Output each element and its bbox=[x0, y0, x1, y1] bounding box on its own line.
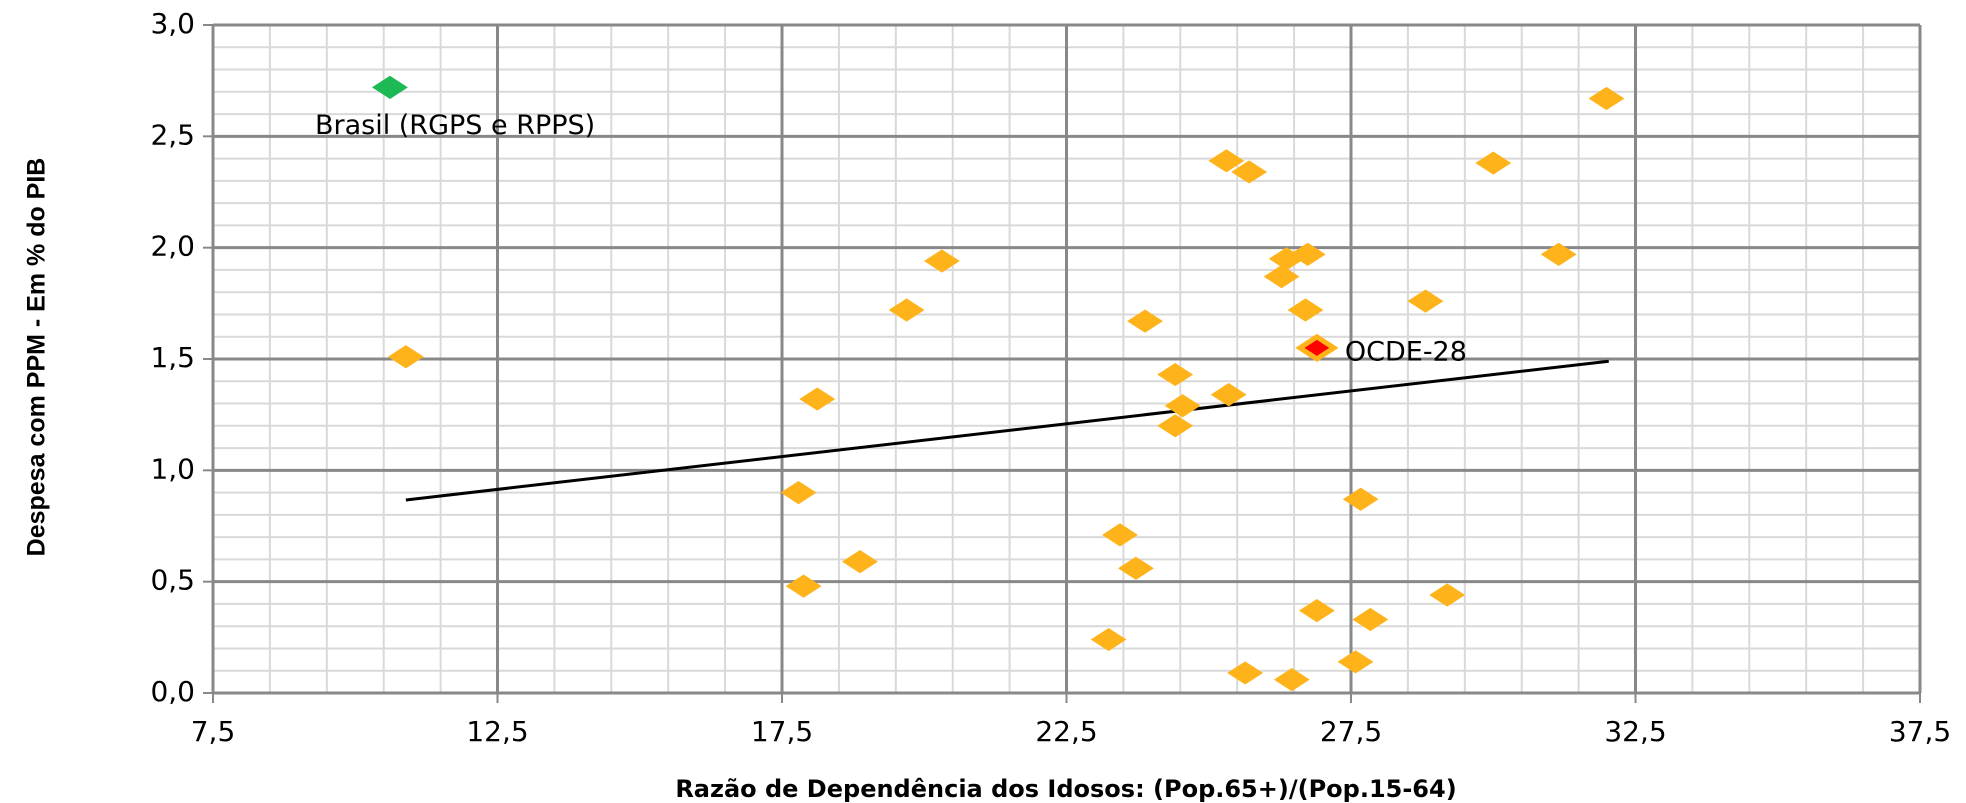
x-tick-label: 12,5 bbox=[466, 715, 528, 748]
y-tick-label: 3,0 bbox=[150, 7, 195, 40]
y-tick-label: 2,0 bbox=[150, 230, 195, 263]
y-tick-label: 2,5 bbox=[150, 118, 195, 151]
point bbox=[1475, 151, 1512, 175]
x-tick-label: 37,5 bbox=[1889, 715, 1951, 748]
point bbox=[1287, 298, 1324, 322]
y-tick-label: 0,0 bbox=[150, 675, 195, 708]
point bbox=[1295, 333, 1339, 362]
point bbox=[1273, 668, 1310, 692]
trendline bbox=[405, 359, 1609, 502]
x-axis-label: Razão de Dependência dos Idosos: (Pop.65… bbox=[675, 775, 1456, 803]
point bbox=[1588, 86, 1625, 111]
point bbox=[1227, 661, 1264, 685]
point bbox=[780, 481, 817, 505]
point bbox=[1157, 362, 1194, 387]
point bbox=[1157, 414, 1194, 438]
point bbox=[387, 345, 424, 369]
point bbox=[1127, 309, 1163, 333]
point bbox=[1429, 583, 1466, 607]
point bbox=[1298, 599, 1335, 623]
point bbox=[1289, 242, 1326, 266]
point bbox=[888, 298, 925, 322]
point-label: Brasil (RGPS e RPPS) bbox=[315, 110, 595, 141]
point bbox=[1102, 523, 1138, 547]
point bbox=[1337, 650, 1374, 674]
point bbox=[1231, 160, 1268, 184]
point bbox=[799, 387, 836, 411]
point bbox=[1090, 627, 1127, 652]
point bbox=[1164, 394, 1201, 418]
point bbox=[1263, 265, 1300, 289]
grid bbox=[211, 23, 1922, 695]
y-tick-label: 1,0 bbox=[150, 452, 195, 485]
point bbox=[1540, 242, 1577, 266]
point bbox=[372, 75, 408, 99]
point bbox=[1342, 487, 1379, 511]
point bbox=[923, 249, 960, 273]
y-axis-label: Despesa com PPM - Em % do PIB bbox=[23, 158, 51, 557]
x-tick-label: 7,5 bbox=[191, 715, 236, 748]
x-tick-label: 27,5 bbox=[1320, 715, 1382, 748]
point bbox=[1210, 383, 1247, 407]
x-tick-label: 22,5 bbox=[1035, 715, 1097, 748]
point-label: OCDE-28 bbox=[1345, 336, 1467, 367]
x-tick-label: 32,5 bbox=[1604, 715, 1666, 748]
x-tick-label: 17,5 bbox=[751, 715, 813, 748]
y-tick-label: 1,5 bbox=[150, 341, 195, 374]
point bbox=[842, 550, 878, 574]
point bbox=[1117, 556, 1154, 580]
point bbox=[1208, 149, 1245, 173]
point bbox=[785, 574, 822, 598]
y-tick-label: 0,5 bbox=[150, 564, 195, 597]
point bbox=[1407, 289, 1444, 313]
point bbox=[1352, 607, 1389, 632]
